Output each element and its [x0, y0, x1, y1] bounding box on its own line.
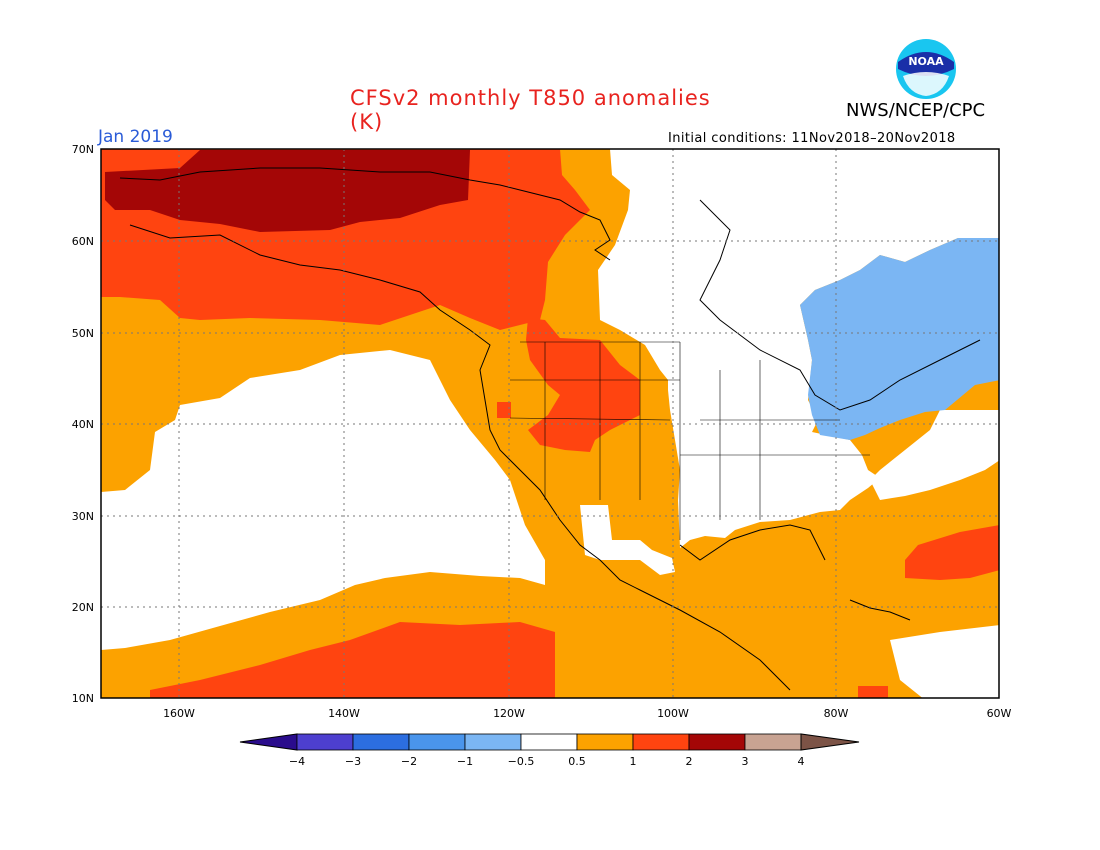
- colorbar-arrow-low: [239, 733, 298, 751]
- white-region-pacific: [101, 350, 545, 650]
- darkred-region-north: [105, 150, 470, 232]
- colorbar-swatch: [576, 733, 634, 751]
- lat-label: 20N: [72, 601, 94, 614]
- lon-label: 160W: [163, 707, 195, 720]
- colorbar-label: 4: [798, 755, 805, 768]
- colorbar-label: 0.5: [568, 755, 586, 768]
- colorbar-swatch: [464, 733, 522, 751]
- lat-label: 30N: [72, 510, 94, 523]
- coastlines: [119, 167, 981, 691]
- state-borders: [509, 341, 870, 540]
- colorbar-swatch: [520, 733, 578, 751]
- lon-label: 60W: [987, 707, 1012, 720]
- colorbar-arrow-high: [800, 733, 860, 751]
- blue-region-northeast: [800, 238, 999, 440]
- colorbar-label: −3: [345, 755, 361, 768]
- map-plot-area: [101, 149, 999, 698]
- colorbar-swatch: [688, 733, 746, 751]
- red-patch-small: [497, 402, 511, 418]
- white-region-mexico: [580, 505, 675, 575]
- colorbar-swatch: [352, 733, 410, 751]
- gridlines: [101, 149, 999, 698]
- white-region-east-atlantic: [870, 410, 999, 500]
- colorbar-label: 2: [686, 755, 693, 768]
- colorbar-label: −0.5: [508, 755, 535, 768]
- lon-axis: 160W 140W 120W 100W 80W 60W: [163, 707, 1011, 720]
- colorbar-swatch: [744, 733, 802, 751]
- colorbar-swatch: [296, 733, 354, 751]
- colorbar-label: −1: [457, 755, 473, 768]
- noaa-logo-icon: NOAA: [896, 39, 956, 99]
- lat-axis: 70N 60N 50N 40N 30N 20N 10N: [72, 143, 94, 705]
- forecast-month: Jan 2019: [98, 127, 173, 147]
- red-region-atlantic: [905, 525, 999, 580]
- map-title: CFSv2 monthly T850 anomalies (K): [350, 86, 711, 134]
- lon-label: 140W: [328, 707, 360, 720]
- colorbar-label: −4: [289, 755, 305, 768]
- lat-label: 50N: [72, 327, 94, 340]
- colorbar-swatch: [408, 733, 466, 751]
- lon-label: 100W: [657, 707, 689, 720]
- colorbar-swatch: [632, 733, 690, 751]
- agency-label: NWS/NCEP/CPC: [846, 100, 986, 121]
- red-patch-caribbean: [858, 686, 888, 698]
- lon-label: 120W: [493, 707, 525, 720]
- white-region-north-america: [598, 149, 999, 548]
- lat-label: 10N: [72, 692, 94, 705]
- colorbar-label: 3: [742, 755, 749, 768]
- white-region-caribbean: [890, 625, 999, 698]
- lat-label: 70N: [72, 143, 94, 156]
- map-frame: [100, 148, 1000, 699]
- logo-text: NOAA: [908, 55, 944, 68]
- lon-label: 80W: [824, 707, 849, 720]
- lat-label: 40N: [72, 418, 94, 431]
- initial-conditions: Initial conditions: 11Nov2018–20Nov2018: [668, 131, 956, 146]
- colorbar-legend: −4 −3 −2 −1 −0.5 0.5 1 2 3 4: [239, 733, 860, 768]
- red-region-south-pacific: [150, 622, 555, 698]
- colorbar-label: −2: [401, 755, 417, 768]
- colorbar-label: 1: [630, 755, 637, 768]
- lat-label: 60N: [72, 235, 94, 248]
